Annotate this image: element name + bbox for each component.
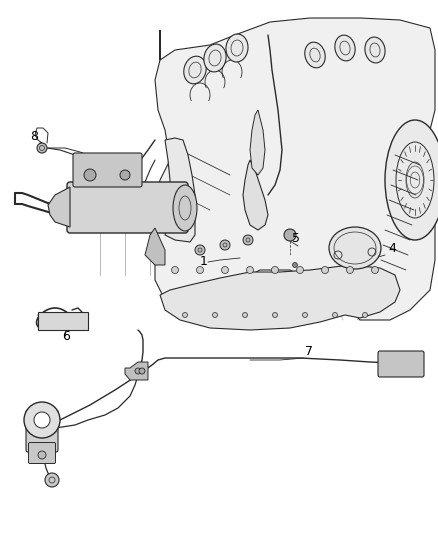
Text: 7: 7 xyxy=(305,345,313,358)
Circle shape xyxy=(139,368,145,374)
Circle shape xyxy=(284,229,296,241)
Circle shape xyxy=(220,240,230,250)
Text: 5: 5 xyxy=(292,232,300,245)
Circle shape xyxy=(243,235,253,245)
FancyBboxPatch shape xyxy=(378,351,424,377)
Polygon shape xyxy=(38,312,88,330)
Circle shape xyxy=(222,266,229,273)
Circle shape xyxy=(45,473,59,487)
Polygon shape xyxy=(48,187,70,227)
Circle shape xyxy=(346,266,353,273)
Ellipse shape xyxy=(365,37,385,63)
Circle shape xyxy=(195,245,205,255)
Text: 1: 1 xyxy=(200,255,208,268)
Polygon shape xyxy=(165,138,195,242)
FancyBboxPatch shape xyxy=(73,153,142,187)
Polygon shape xyxy=(250,110,265,175)
Polygon shape xyxy=(145,228,165,265)
Circle shape xyxy=(183,312,187,318)
Circle shape xyxy=(243,312,247,318)
Ellipse shape xyxy=(184,56,206,84)
FancyBboxPatch shape xyxy=(28,442,56,464)
Circle shape xyxy=(84,169,96,181)
Text: 6: 6 xyxy=(62,330,70,343)
Circle shape xyxy=(363,312,367,318)
Polygon shape xyxy=(125,362,148,380)
Ellipse shape xyxy=(204,44,226,72)
Circle shape xyxy=(120,170,130,180)
Circle shape xyxy=(272,266,279,273)
Circle shape xyxy=(332,312,338,318)
FancyBboxPatch shape xyxy=(26,410,58,452)
Circle shape xyxy=(34,412,50,428)
Circle shape xyxy=(38,451,46,459)
Polygon shape xyxy=(155,18,435,320)
Circle shape xyxy=(212,312,218,318)
Circle shape xyxy=(272,312,278,318)
Circle shape xyxy=(24,402,60,438)
Circle shape xyxy=(293,262,297,268)
Text: 8: 8 xyxy=(30,130,38,143)
FancyBboxPatch shape xyxy=(67,182,188,233)
Circle shape xyxy=(303,312,307,318)
Circle shape xyxy=(371,266,378,273)
Circle shape xyxy=(37,143,47,153)
Ellipse shape xyxy=(305,42,325,68)
Circle shape xyxy=(247,266,254,273)
Circle shape xyxy=(197,266,204,273)
Polygon shape xyxy=(160,265,400,330)
Circle shape xyxy=(297,266,304,273)
Text: 4: 4 xyxy=(388,242,396,255)
Ellipse shape xyxy=(385,120,438,240)
Ellipse shape xyxy=(335,35,355,61)
Circle shape xyxy=(321,266,328,273)
Polygon shape xyxy=(243,160,268,230)
Ellipse shape xyxy=(226,34,248,62)
Circle shape xyxy=(172,266,179,273)
Ellipse shape xyxy=(173,185,197,231)
Circle shape xyxy=(135,368,141,374)
Ellipse shape xyxy=(329,227,381,269)
